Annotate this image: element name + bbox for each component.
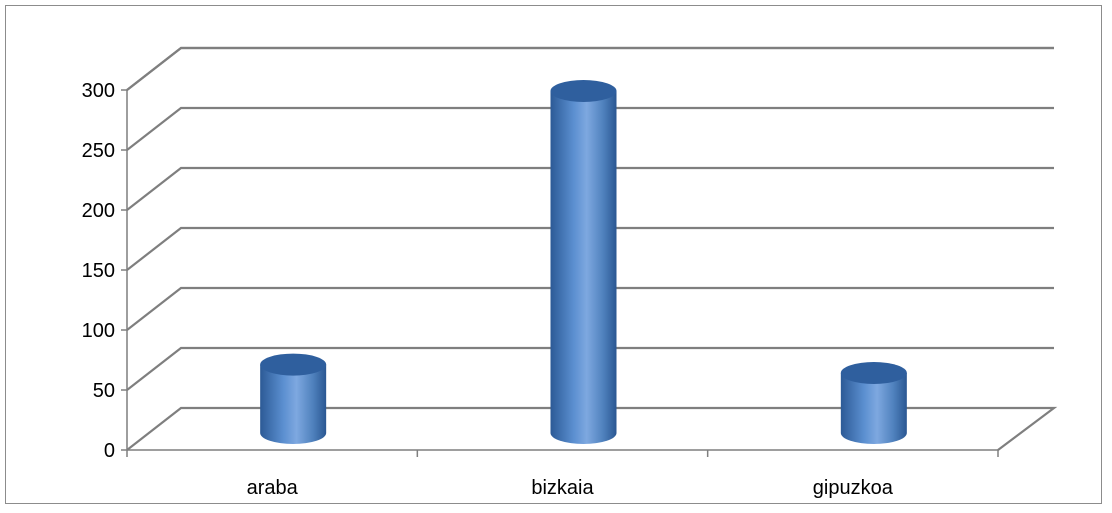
gridline (126, 346, 1054, 391)
bar-body (260, 364, 327, 444)
gridline (126, 226, 1054, 271)
bar-top (260, 353, 327, 376)
bar-araba (260, 353, 327, 444)
x-tick-label: gipuzkoa (813, 477, 894, 499)
axes (121, 89, 999, 457)
x-tick-label: bizkaia (531, 477, 594, 499)
y-tick-label: 0 (104, 440, 115, 462)
bar-top (840, 362, 907, 384)
y-tick-label: 300 (82, 80, 115, 102)
bar-top (550, 80, 617, 102)
bar-body (840, 373, 907, 444)
y-tick-label: 150 (82, 260, 115, 282)
bar-gipuzkoa (840, 362, 907, 444)
y-tick-label: 250 (82, 140, 115, 162)
y-tick-label: 200 (82, 200, 115, 222)
bar-bizkaia (550, 80, 617, 444)
bar-body (550, 91, 617, 444)
bars (260, 80, 907, 444)
wall-top-gridline (126, 46, 1054, 91)
x-tick-label: araba (247, 477, 299, 499)
y-tick-label: 100 (82, 320, 115, 342)
gridline (126, 106, 1054, 151)
axis-labels: 0 50 100 150 200 250 300 araba bizkaia gipuzkoa (82, 80, 894, 499)
floor-gridline (126, 406, 1058, 451)
gridline (126, 166, 1054, 211)
y-tick-label: 50 (93, 380, 115, 402)
gridlines (126, 46, 1058, 451)
gridline (126, 286, 1054, 331)
